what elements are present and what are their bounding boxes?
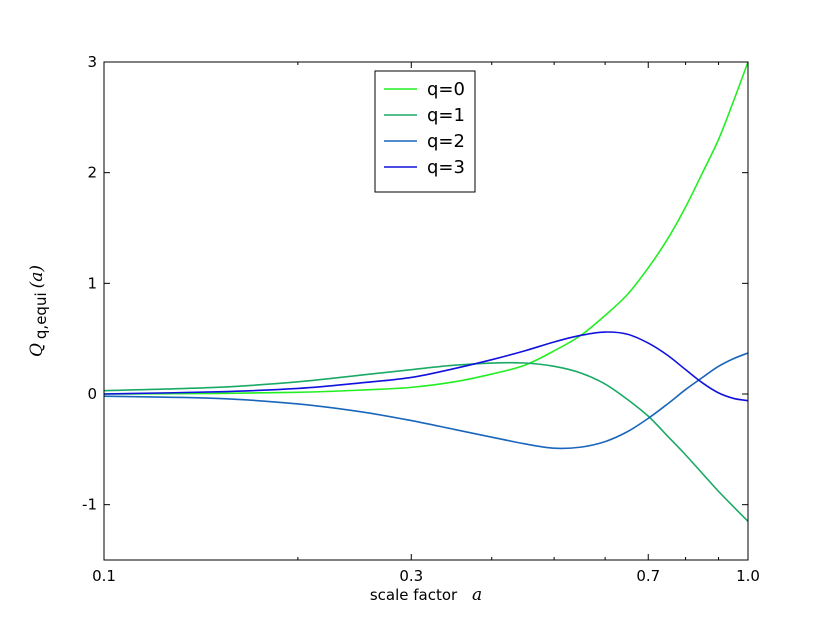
plot-frame xyxy=(103,61,749,561)
series-line-q-3 xyxy=(103,331,749,402)
x-tick-label: 0.3 xyxy=(399,567,423,585)
legend-label-q-3: q=3 xyxy=(427,157,465,178)
legend-label-q-0: q=0 xyxy=(427,79,465,100)
y-axis-label-subscript: q,equi xyxy=(32,292,50,339)
label-layer: 0.1 0.3 0.7 1.0 -1 0 1 2 3 xyxy=(82,53,760,585)
x-axis-label-text: scale factor xyxy=(370,586,458,604)
series-line-q-2 xyxy=(103,352,749,450)
y-tick-label: 0 xyxy=(87,385,97,403)
x-tick-label: 0.7 xyxy=(636,567,660,585)
series-layer xyxy=(103,61,749,522)
y-tick-label: -1 xyxy=(82,496,97,514)
y-axis-label: Q q,equi (a) xyxy=(27,265,50,357)
y-axis-label-argument: (a) xyxy=(27,265,47,288)
x-tick-label: 0.1 xyxy=(92,567,116,585)
series-line-q-1 xyxy=(103,361,749,522)
y-tick-label: 2 xyxy=(87,164,97,182)
legend: q=0 q=1 q=2 q=3 xyxy=(374,70,476,193)
y-tick-label: 3 xyxy=(87,53,97,71)
x-axis-label-symbol: a xyxy=(472,585,482,605)
legend-items: q=0 q=1 q=2 q=3 xyxy=(384,79,465,178)
y-tick-label: 1 xyxy=(87,274,97,292)
series-line-q-0 xyxy=(103,61,749,395)
legend-label-q-1: q=1 xyxy=(427,105,465,126)
legend-label-q-2: q=2 xyxy=(427,131,465,152)
y-axis-label-main: Q xyxy=(27,343,47,357)
x-axis-label: scale factor a xyxy=(370,585,482,605)
x-tick-label: 1.0 xyxy=(736,567,760,585)
legend-box xyxy=(374,70,476,193)
